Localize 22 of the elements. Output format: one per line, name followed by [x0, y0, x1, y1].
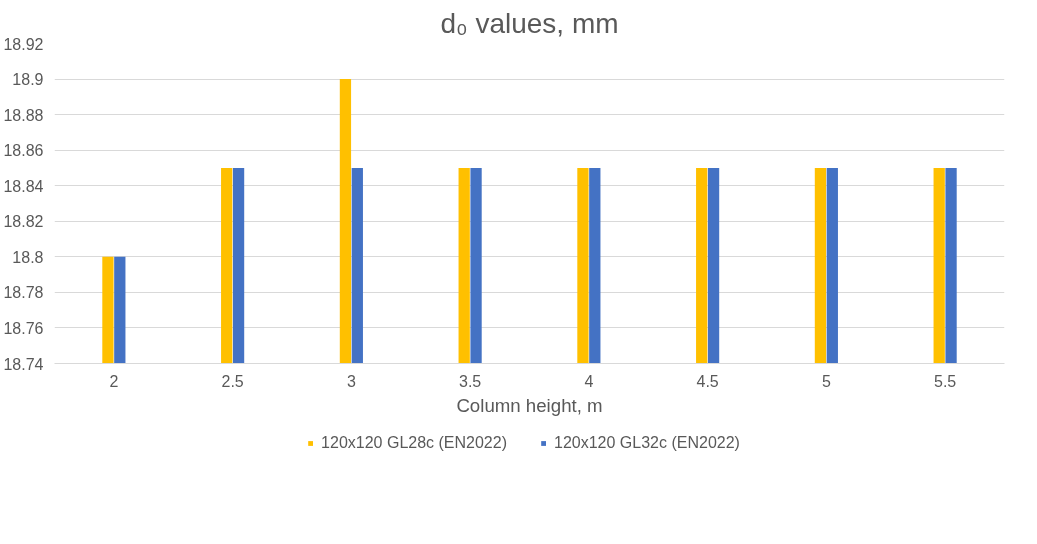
x-tick-label: 3.5: [459, 372, 482, 390]
x-axis-title: Column height, m: [456, 394, 603, 416]
legend-label: 120x120 GL28c (EN2022): [321, 434, 507, 452]
x-tick-label: 3: [346, 372, 356, 390]
x-tick-label: 4.5: [696, 372, 719, 390]
y-tick-label: 18.84: [3, 177, 44, 195]
y-tick-label: 18.74: [3, 355, 44, 373]
x-tick-label: 2: [109, 372, 119, 390]
y-tick-label: 18.82: [3, 213, 44, 231]
x-tick-label: 2.5: [221, 372, 244, 390]
y-tick-label: 18.8: [12, 248, 44, 266]
chart-title: d₀ values, mm: [440, 7, 619, 39]
legend-label: 120x120 GL32c (EN2022): [554, 434, 740, 452]
y-tick-label: 18.92: [3, 35, 44, 53]
y-tick-label: 18.88: [3, 106, 44, 124]
x-tick-label: 5: [821, 372, 831, 390]
x-tick-label: 5.5: [934, 372, 957, 390]
y-tick-label: 18.78: [3, 284, 44, 302]
y-tick-label: 18.86: [3, 142, 44, 160]
x-tick-label: 4: [584, 372, 594, 390]
y-tick-label: 18.76: [3, 319, 44, 337]
y-tick-label: 18.9: [12, 71, 44, 89]
